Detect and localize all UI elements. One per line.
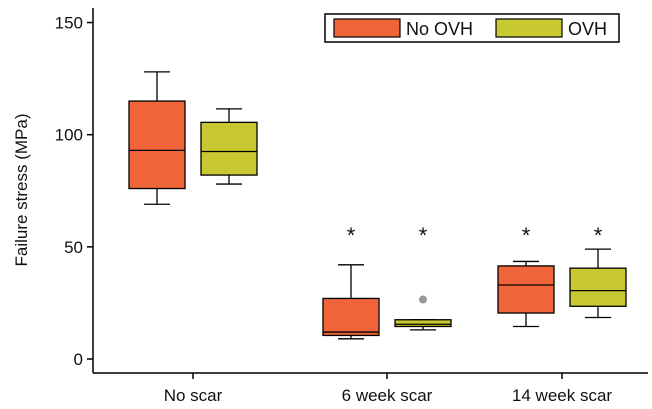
legend-label: No OVH <box>406 19 473 39</box>
outlier-point <box>419 295 427 304</box>
y-tick-label: 0 <box>74 350 83 369</box>
y-tick-label: 150 <box>55 14 83 33</box>
box-iqr <box>569 267 627 307</box>
significance-marker: * <box>522 223 531 248</box>
box-no-ovh-0 <box>128 71 186 205</box>
x-tick-label: No scar <box>164 386 223 405</box>
box-no-ovh-2: * <box>497 223 555 328</box>
legend: No OVH OVH <box>324 13 620 43</box>
y-axis-title: Failure stress (MPa) <box>12 113 31 266</box>
significance-marker: * <box>594 223 603 248</box>
box-no-ovh-1: * <box>322 223 380 340</box>
legend-label: OVH <box>568 19 607 39</box>
box-iqr <box>394 319 452 328</box>
x-axis: No scar 6 week scar 14 week scar <box>93 372 648 405</box>
box-iqr <box>200 121 258 176</box>
box-ovh-0 <box>200 108 258 185</box>
x-tick-label: 14 week scar <box>512 386 612 405</box>
box-iqr <box>497 265 555 314</box>
legend-swatch <box>495 18 563 38</box>
y-axis: 0 50 100 150 <box>55 8 94 373</box>
y-tick-label: 100 <box>55 126 83 145</box>
y-tick-label: 50 <box>64 238 83 257</box>
box-iqr <box>128 100 186 190</box>
box-ovh-2: * <box>569 223 627 319</box>
box-ovh-1: * <box>394 223 452 331</box>
legend-swatch <box>333 18 401 38</box>
significance-marker: * <box>419 223 428 248</box>
plot-area: * * * * <box>128 71 627 340</box>
significance-marker: * <box>347 223 356 248</box>
x-tick-label: 6 week scar <box>342 386 433 405</box>
box-iqr <box>322 297 380 337</box>
